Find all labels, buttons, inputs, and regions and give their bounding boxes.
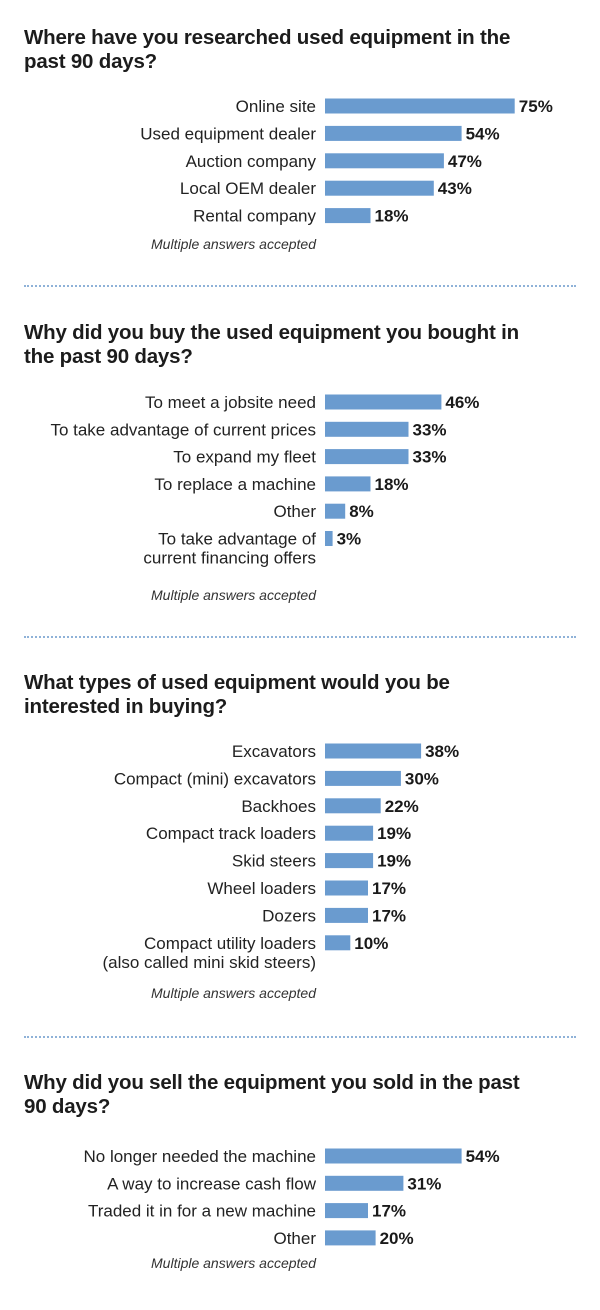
bar xyxy=(325,503,346,519)
chart-footnote: Multiple answers accepted xyxy=(151,236,316,252)
value-label: 38% xyxy=(425,742,459,761)
chart-title: Why did you sell the equipment you sold … xyxy=(24,1071,520,1118)
value-label: 19% xyxy=(377,852,411,871)
category-label: Used equipment dealer xyxy=(140,124,316,143)
bar xyxy=(325,825,374,841)
category-label: Local OEM dealer xyxy=(180,179,316,198)
category-label: Traded it in for a new machine xyxy=(88,1202,316,1221)
bar xyxy=(325,1175,404,1191)
bar xyxy=(325,853,374,869)
value-label: 18% xyxy=(375,207,409,226)
chart-footnote: Multiple answers accepted xyxy=(151,587,316,603)
section-divider xyxy=(24,285,576,287)
category-label: To meet a jobsite need xyxy=(145,393,316,412)
bar xyxy=(325,125,462,141)
bar-chart-research-sources: Online site 75% Used equipment dealer 54% Au… xyxy=(140,97,553,226)
value-label: 54% xyxy=(466,124,500,143)
category-label: Compact utility loaders (also called mini… xyxy=(102,934,316,972)
section-divider xyxy=(24,636,576,638)
category-label: Wheel loaders xyxy=(207,879,316,898)
value-label: 33% xyxy=(413,420,447,439)
chart-title: Why did you buy the used equipment you b… xyxy=(24,321,519,368)
bar xyxy=(325,421,409,437)
bar xyxy=(325,531,333,546)
chart-section-equipment-interest: What types of used equipment would you b… xyxy=(0,671,600,1001)
value-label: 10% xyxy=(354,934,388,953)
value-label: 30% xyxy=(405,769,439,788)
category-label: No longer needed the machine xyxy=(84,1147,317,1166)
chart-section-purchase-reasons: Why did you buy the used equipment you b… xyxy=(0,321,600,603)
category-label: Backhoes xyxy=(241,797,316,816)
bar-chart-purchase-reasons: To meet a jobsite need 46% To take advanta… xyxy=(50,393,479,568)
chart-footnote: Multiple answers accepted xyxy=(151,1255,316,1271)
category-label: Other xyxy=(273,502,316,521)
bar xyxy=(325,798,381,814)
value-label: 43% xyxy=(438,179,472,198)
value-label: 18% xyxy=(375,475,409,494)
category-label: Rental company xyxy=(193,207,316,226)
category-label: To expand my fleet xyxy=(173,448,316,467)
value-label: 31% xyxy=(407,1174,441,1193)
category-label: Online site xyxy=(236,97,316,116)
bar-chart-equipment-interest: Excavators 38% Compact (mini) excavators 30… xyxy=(102,742,459,972)
bar xyxy=(325,743,422,759)
category-label: To replace a machine xyxy=(154,475,316,494)
value-label: 19% xyxy=(377,824,411,843)
category-label: Compact (mini) excavators xyxy=(114,769,316,788)
bar xyxy=(325,180,434,196)
category-label: Excavators xyxy=(232,742,316,761)
value-label: 17% xyxy=(372,906,406,925)
value-label: 46% xyxy=(445,393,479,412)
category-label: Skid steers xyxy=(232,852,316,871)
bar xyxy=(325,208,371,224)
bar xyxy=(325,770,401,786)
category-label: To take advantage of current financing of… xyxy=(143,530,316,568)
value-label: 3% xyxy=(337,530,362,549)
value-label: 22% xyxy=(385,797,419,816)
value-label: 20% xyxy=(380,1229,414,1248)
bar xyxy=(325,98,515,114)
bar xyxy=(325,1148,462,1164)
chart-footnote: Multiple answers accepted xyxy=(151,985,316,1001)
value-label: 17% xyxy=(372,879,406,898)
bar-chart-sale-reasons: No longer needed the machine 54% A way to … xyxy=(84,1147,500,1248)
bar xyxy=(325,394,442,410)
bar xyxy=(325,907,368,923)
bar xyxy=(325,476,371,492)
chart-section-research-sources: Where have you researched used equipment… xyxy=(0,26,600,252)
bar xyxy=(325,1230,376,1246)
value-label: 54% xyxy=(466,1147,500,1166)
category-label: Auction company xyxy=(186,152,317,171)
category-label: Other xyxy=(273,1229,316,1248)
category-label: A way to increase cash flow xyxy=(107,1174,317,1193)
value-label: 75% xyxy=(519,97,553,116)
value-label: 33% xyxy=(413,448,447,467)
chart-title: Where have you researched used equipment… xyxy=(24,26,511,73)
bar xyxy=(325,449,409,465)
chart-section-sale-reasons: Why did you sell the equipment you sold … xyxy=(0,1071,600,1271)
category-label: To take advantage of current prices xyxy=(50,420,316,439)
bar xyxy=(325,153,444,169)
bar xyxy=(325,935,351,951)
bar xyxy=(325,1203,368,1219)
chart-title: What types of used equipment would you b… xyxy=(24,671,450,718)
value-label: 47% xyxy=(448,152,482,171)
category-label: Compact track loaders xyxy=(146,824,316,843)
section-divider xyxy=(24,1036,576,1038)
value-label: 17% xyxy=(372,1202,406,1221)
category-label: Dozers xyxy=(262,906,316,925)
bar xyxy=(325,880,368,896)
value-label: 8% xyxy=(349,502,374,521)
